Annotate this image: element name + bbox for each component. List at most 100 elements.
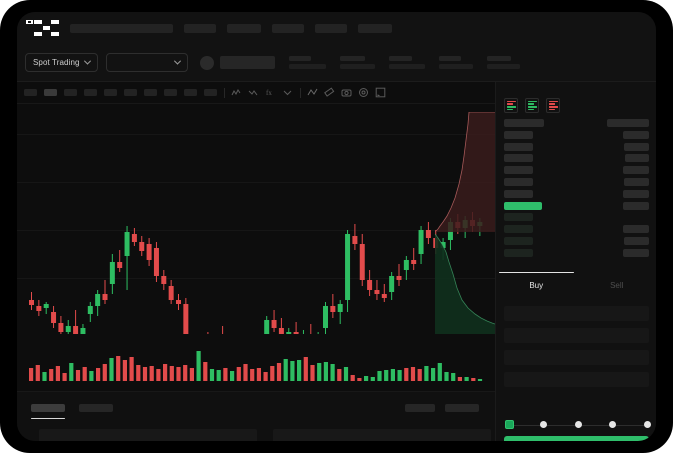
orderbook-mode-bids[interactable]	[525, 98, 539, 113]
price-field[interactable]	[504, 328, 649, 343]
orderbook-ask-row-1-price[interactable]	[504, 130, 533, 139]
orderbook-ask-row-3-size[interactable]	[625, 154, 649, 163]
orderbook-mode-asks[interactable]	[546, 98, 560, 113]
tab-open-orders[interactable]	[31, 404, 65, 412]
camera-icon[interactable]	[341, 87, 352, 98]
timeframe-button-10[interactable]	[204, 89, 217, 96]
svg-text:fx: fx	[266, 89, 272, 97]
ticker-summary[interactable]	[199, 55, 275, 70]
global-search-input[interactable]	[69, 23, 173, 33]
indicator-line-icon[interactable]	[231, 87, 242, 98]
gridline	[17, 230, 495, 231]
timeframe-button-3[interactable]	[64, 89, 77, 96]
mode-bar	[507, 109, 513, 111]
total-field[interactable]	[504, 372, 649, 387]
mode-bar	[549, 106, 558, 108]
orderbook-ask-row-4-size[interactable]	[623, 166, 649, 175]
okx-logo-icon[interactable]	[26, 19, 59, 37]
bottom-panel-right[interactable]	[273, 429, 491, 441]
orderbook-ask-row-4-price[interactable]	[504, 166, 533, 175]
trendline-icon[interactable]	[307, 87, 318, 98]
market-type-dropdown[interactable]: Spot Trading	[25, 53, 98, 72]
stat-label	[288, 56, 311, 61]
tab-buy[interactable]: Buy	[496, 272, 577, 298]
stat-24h-volume	[486, 56, 520, 69]
toolbar-divider	[300, 87, 301, 98]
slider-step-3[interactable]	[574, 421, 582, 428]
timeframe-button-2[interactable]	[44, 89, 57, 96]
amount-slider[interactable]	[504, 419, 651, 431]
orderbook-bid-row-4-size[interactable]	[623, 248, 649, 257]
slider-step-2[interactable]	[540, 421, 547, 428]
timeframe-button-9[interactable]	[184, 89, 197, 96]
orderbook-bid-row-1-price[interactable]	[504, 213, 533, 222]
orderbook-spread-row-price[interactable]	[504, 201, 542, 210]
stat-value	[438, 64, 473, 69]
orderbook-bid-row-4-price[interactable]	[504, 248, 533, 257]
nav-item-1[interactable]	[183, 23, 216, 33]
mode-bar	[528, 109, 534, 111]
nav-item-5[interactable]	[357, 23, 392, 33]
candlestick-series	[29, 212, 483, 334]
orderbook-bid-row-2-price[interactable]	[504, 225, 533, 234]
ruler-icon[interactable]	[324, 87, 335, 98]
market-depth-overlay	[435, 112, 495, 334]
tab-sell[interactable]: Sell	[577, 272, 657, 298]
fullscreen-icon[interactable]	[375, 87, 386, 98]
orderbook-bid-row-3-price[interactable]	[504, 237, 533, 245]
slider-step-4[interactable]	[609, 421, 616, 428]
orderbook-ask-row-5-size[interactable]	[624, 178, 649, 186]
nav-item-4[interactable]	[314, 23, 347, 33]
mode-bar	[528, 103, 534, 105]
orderbook-ask-row-2-price[interactable]	[504, 142, 533, 151]
orderbook-bid-row-3-size[interactable]	[624, 237, 649, 245]
slider-step-5[interactable]	[643, 421, 651, 428]
order-type-field[interactable]	[504, 306, 649, 321]
mode-bar	[507, 106, 516, 108]
bottom-panel-left[interactable]	[39, 429, 257, 441]
timeframe-button-8[interactable]	[164, 89, 177, 96]
orderbook-ask-row-5-price[interactable]	[504, 178, 533, 186]
orderbook-bid-row-2-size[interactable]	[623, 225, 649, 234]
toolbar-divider	[224, 87, 225, 98]
indicator-compare-icon[interactable]	[248, 87, 259, 98]
timeframe-button-7[interactable]	[144, 89, 157, 96]
stat-label	[388, 56, 412, 61]
orderbook-ask-row-3-price[interactable]	[504, 154, 533, 163]
amount-field[interactable]	[504, 350, 649, 365]
orderbook-ask-row-6-price[interactable]	[504, 189, 533, 198]
nav-item-3[interactable]	[271, 23, 304, 33]
volume-chart[interactable]	[17, 334, 495, 392]
orderbook-ask-row-2-size[interactable]	[624, 142, 649, 151]
timeframe-button-5[interactable]	[104, 89, 117, 96]
chevron-down-icon	[173, 57, 181, 65]
active-tab-indicator	[31, 418, 65, 420]
price-chart[interactable]	[17, 104, 495, 334]
timeframe-button-1[interactable]	[24, 89, 37, 96]
bottom-action-2[interactable]	[445, 404, 479, 412]
orderbook-spread-row-size[interactable]	[623, 201, 649, 210]
bottom-action-1[interactable]	[405, 404, 435, 412]
trading-pair-dropdown[interactable]	[105, 53, 188, 72]
active-tab-indicator	[499, 272, 574, 274]
stat-label	[438, 56, 461, 61]
mode-bar	[528, 100, 537, 102]
place-order-button[interactable]	[504, 436, 649, 441]
nav-item-2[interactable]	[226, 23, 261, 33]
orderbook-rows[interactable]	[496, 119, 656, 267]
timeframe-button-4[interactable]	[84, 89, 97, 96]
orderbook-header-price[interactable]	[504, 119, 544, 127]
stat-value	[388, 64, 425, 69]
slider-step-1[interactable]	[504, 420, 514, 429]
indicator-fx-icon[interactable]: fx	[265, 87, 276, 98]
orderbook-mode-both[interactable]	[504, 98, 518, 113]
timeframe-button-6[interactable]	[124, 89, 137, 96]
mode-bar	[507, 100, 516, 102]
chevron-down-icon[interactable]	[282, 87, 293, 98]
orderbook-ask-row-1-size[interactable]	[623, 130, 649, 139]
orderbook-header-size[interactable]	[607, 119, 649, 127]
settings-gear-icon[interactable]	[358, 87, 369, 98]
orderbook-ask-row-6-size[interactable]	[623, 189, 649, 198]
tab-order-history[interactable]	[79, 404, 113, 412]
buy-sell-tabs: Buy Sell	[496, 272, 656, 298]
